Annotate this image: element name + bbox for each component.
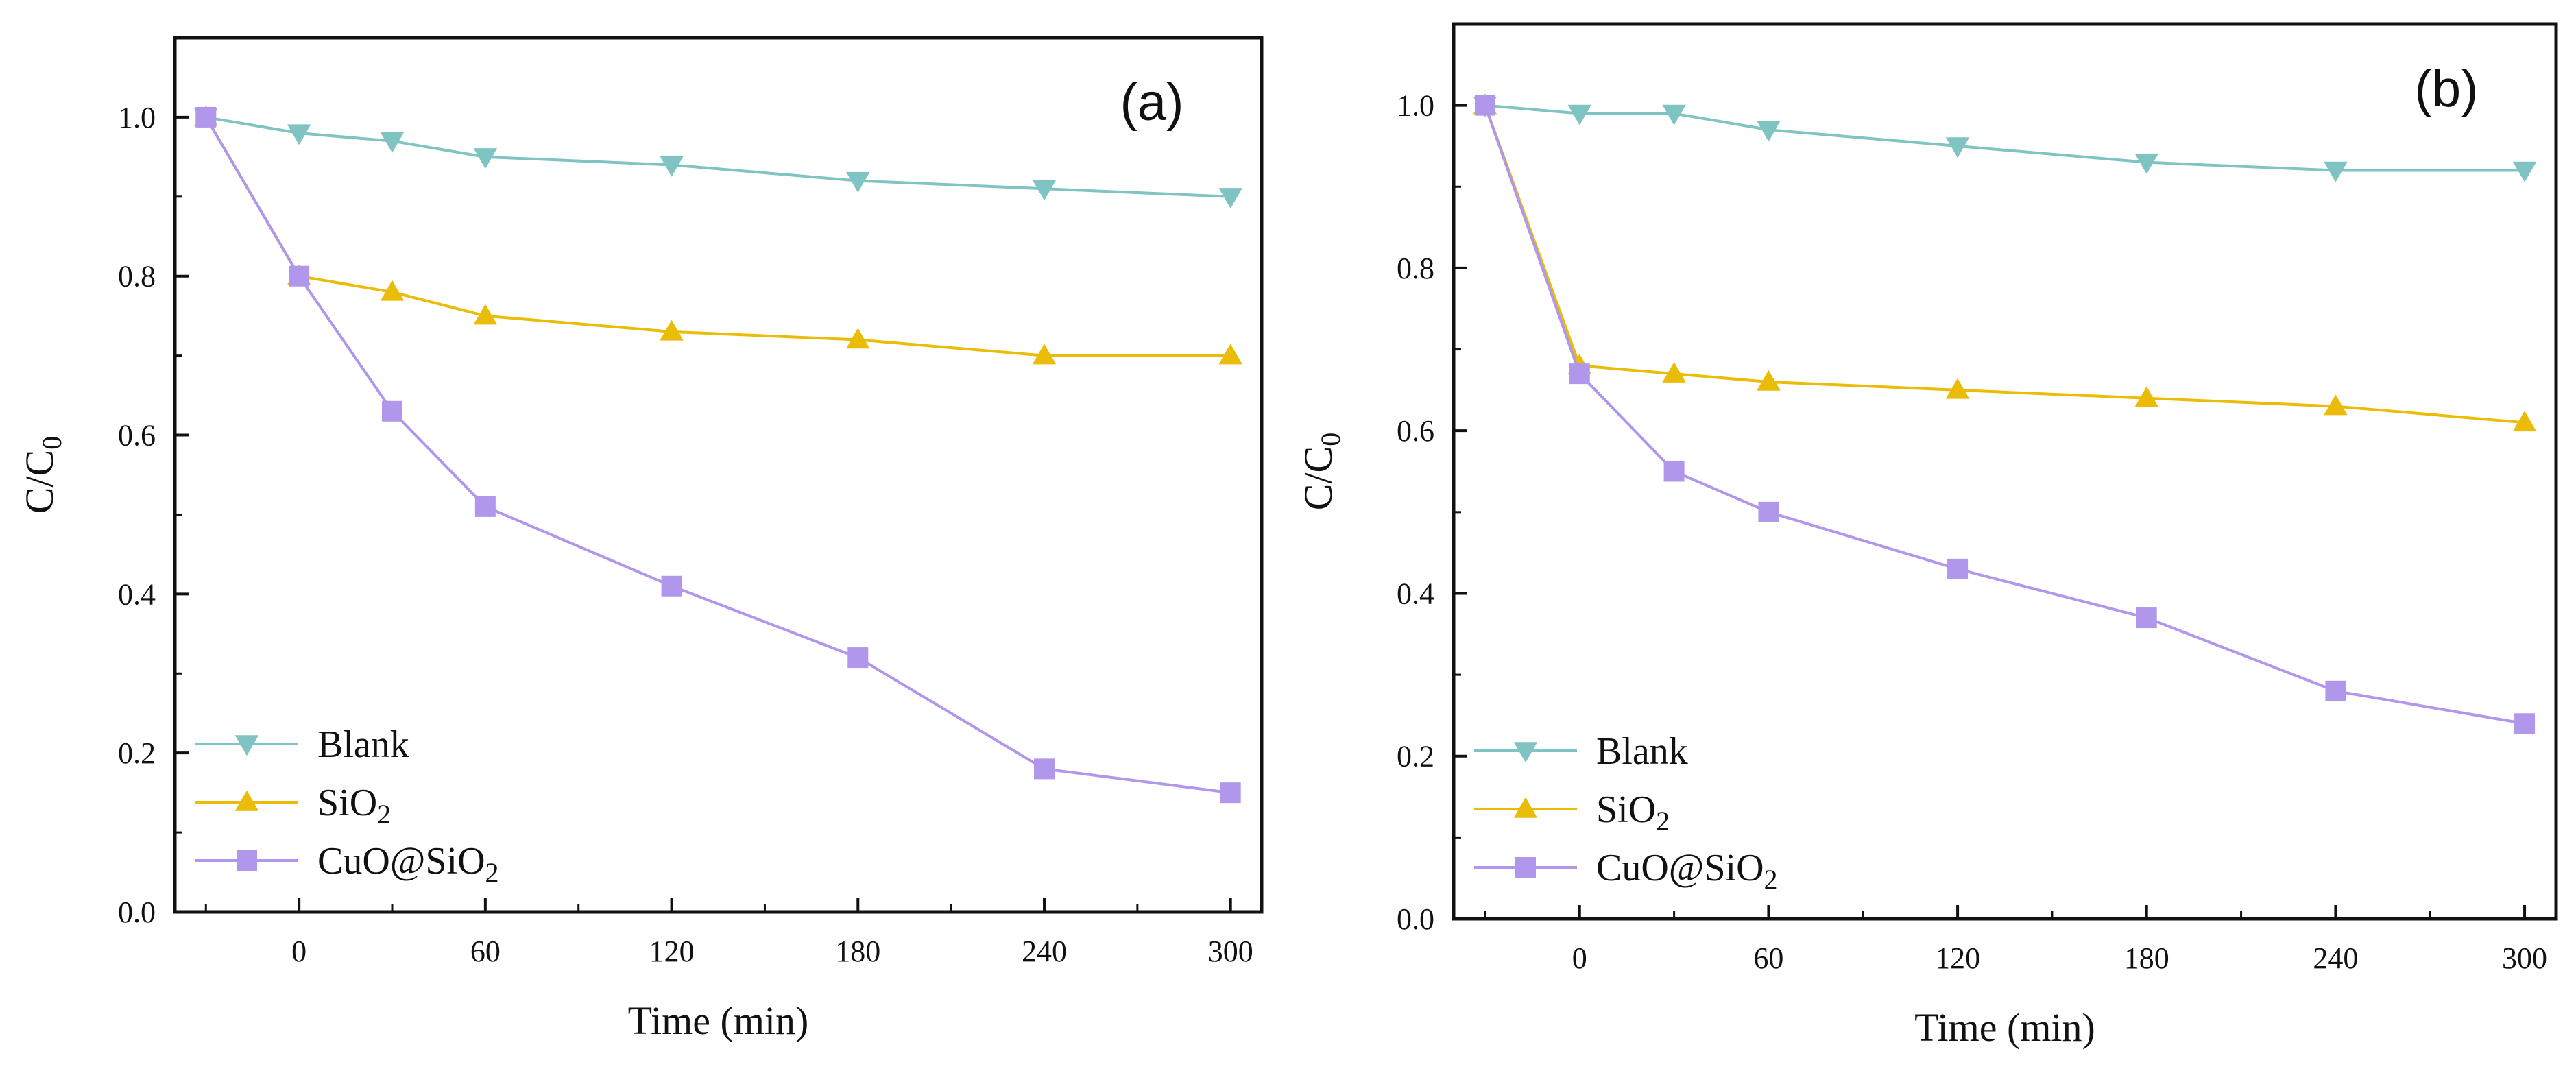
y-tick-label: 0.2 — [118, 736, 156, 770]
x-tick-label: 60 — [470, 935, 501, 968]
x-tick-label: 0 — [1572, 941, 1587, 975]
legend-marker — [1515, 857, 1536, 878]
series-line-cuo-sio2 — [204, 116, 1231, 795]
data-point-cuo-sio2 — [1034, 758, 1055, 780]
legend-label-cuo-sio2: CuO@SiO2 — [317, 840, 499, 888]
y-tick-label: 0.0 — [1397, 902, 1434, 936]
x-tick-label: 240 — [2313, 941, 2358, 975]
data-point-sio2 — [1757, 370, 1781, 391]
y-tick-label: 0.4 — [118, 577, 156, 611]
data-point-cuo-sio2 — [1663, 461, 1685, 482]
data-point-sio2 — [1032, 344, 1057, 365]
data-point-cuo-sio2 — [1947, 558, 1969, 579]
data-point-blank — [1945, 137, 1970, 158]
y-tick-label: 0.8 — [118, 260, 156, 293]
y-axis-title: C/C0 — [1296, 433, 1346, 511]
plot-frame — [1452, 22, 2558, 921]
x-tick-label: 0 — [291, 935, 306, 968]
y-tick-label: 0.6 — [118, 419, 156, 453]
data-point-blank — [1662, 104, 1686, 125]
data-point-sio2 — [2512, 411, 2537, 432]
series-line-blank — [1484, 104, 2525, 172]
data-point-blank — [1218, 188, 1242, 209]
data-point-blank — [1032, 180, 1057, 201]
legend-label-cuo-sio2: CuO@SiO2 — [1596, 847, 1778, 895]
legend-marker — [234, 790, 259, 811]
data-point-sio2 — [2134, 386, 2158, 407]
x-tick-label: 120 — [1935, 941, 1980, 975]
data-point-sio2 — [660, 320, 684, 341]
data-point-cuo-sio2 — [1474, 95, 1495, 116]
legend-marker — [1513, 797, 1538, 818]
data-point-blank — [2512, 161, 2537, 182]
panel-label: (b) — [2415, 60, 2479, 118]
data-point-blank — [2134, 153, 2158, 174]
y-tick-label: 0.6 — [1397, 414, 1434, 448]
data-point-sio2 — [1218, 344, 1242, 365]
data-point-sio2 — [1662, 361, 1686, 383]
series-line-cuo-sio2 — [1484, 104, 2525, 725]
y-tick-label: 0.2 — [1397, 740, 1434, 773]
y-tick-label: 1.0 — [118, 101, 156, 134]
data-point-cuo-sio2 — [2136, 607, 2157, 629]
panel-label: (a) — [1120, 73, 1184, 132]
y-tick-label: 0.0 — [118, 895, 156, 929]
data-point-cuo-sio2 — [2514, 713, 2536, 734]
data-point-sio2 — [2324, 394, 2348, 416]
y-tick-label: 1.0 — [1397, 89, 1434, 123]
data-point-sio2 — [473, 304, 498, 325]
data-point-cuo-sio2 — [382, 400, 402, 422]
y-tick-label: 0.8 — [1397, 252, 1434, 285]
legend-label-sio2: SiO2 — [1596, 789, 1670, 837]
legend-label-blank: Blank — [1596, 730, 1688, 773]
data-point-blank — [287, 124, 311, 145]
y-axis-title: C/C0 — [17, 436, 67, 514]
data-point-cuo-sio2 — [289, 265, 310, 287]
data-point-cuo-sio2 — [1569, 363, 1590, 385]
data-point-cuo-sio2 — [661, 575, 682, 597]
x-tick-label: 180 — [2124, 941, 2169, 975]
data-point-blank — [846, 171, 870, 193]
x-axis-title: Time (min) — [1914, 1005, 2095, 1050]
data-point-sio2 — [846, 328, 870, 349]
plot-frame — [173, 36, 1264, 914]
legend-marker — [234, 735, 259, 756]
panel-a: 0.0 0.2 0.4 0.6 0.8 1.0 0 60 120 180 240 300 Time (m… — [17, 36, 1264, 1043]
data-point-sio2 — [380, 280, 405, 301]
x-tick-label: 300 — [1208, 935, 1253, 968]
legend-label-sio2: SiO2 — [317, 782, 391, 830]
x-tick-label: 240 — [1022, 935, 1067, 968]
data-point-blank — [1757, 121, 1781, 142]
data-point-cuo-sio2 — [1758, 501, 1779, 522]
series-line-blank — [205, 115, 1231, 198]
data-point-blank — [1567, 104, 1592, 125]
y-tick-label: 0.4 — [1397, 577, 1434, 610]
data-point-blank — [380, 132, 405, 153]
x-tick-label: 120 — [649, 935, 695, 968]
data-point-cuo-sio2 — [2325, 680, 2346, 701]
legend-label-blank: Blank — [317, 723, 409, 766]
data-point-cuo-sio2 — [195, 106, 217, 128]
data-point-blank — [473, 148, 498, 169]
data-point-cuo-sio2 — [474, 496, 496, 517]
series-line-sio2 — [1484, 104, 2525, 424]
data-point-cuo-sio2 — [1220, 782, 1241, 804]
legend-marker — [237, 850, 257, 871]
panel-b: 0.0 0.2 0.4 0.6 0.8 1.0 0 60 120 180 240 300 Time (m… — [1296, 22, 2558, 1050]
series-line-sio2 — [204, 116, 1231, 357]
x-tick-label: 60 — [1753, 941, 1783, 975]
data-point-blank — [660, 156, 684, 177]
data-point-cuo-sio2 — [847, 647, 869, 669]
data-point-sio2 — [1945, 378, 1970, 399]
legend-marker — [1513, 742, 1538, 763]
x-axis-title: Time (min) — [628, 998, 809, 1043]
data-point-blank — [2324, 161, 2348, 182]
x-tick-label: 180 — [835, 935, 880, 968]
x-tick-label: 300 — [2502, 941, 2547, 975]
